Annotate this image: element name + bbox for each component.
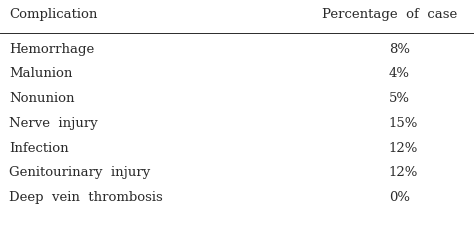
Text: Hemorrhage: Hemorrhage xyxy=(9,43,95,56)
Text: Genitourinary  injury: Genitourinary injury xyxy=(9,166,151,179)
Text: Complication: Complication xyxy=(9,8,98,21)
Text: Infection: Infection xyxy=(9,142,69,155)
Text: Percentage  of  case: Percentage of case xyxy=(322,8,457,21)
Text: Deep  vein  thrombosis: Deep vein thrombosis xyxy=(9,191,163,204)
Text: 12%: 12% xyxy=(389,142,418,155)
Text: Nerve  injury: Nerve injury xyxy=(9,117,98,130)
Text: 5%: 5% xyxy=(389,92,410,105)
Text: 12%: 12% xyxy=(389,166,418,179)
Text: 0%: 0% xyxy=(389,191,410,204)
Text: Nonunion: Nonunion xyxy=(9,92,75,105)
Text: 15%: 15% xyxy=(389,117,418,130)
Text: 8%: 8% xyxy=(389,43,410,56)
Text: 4%: 4% xyxy=(389,68,410,80)
Text: Malunion: Malunion xyxy=(9,68,73,80)
